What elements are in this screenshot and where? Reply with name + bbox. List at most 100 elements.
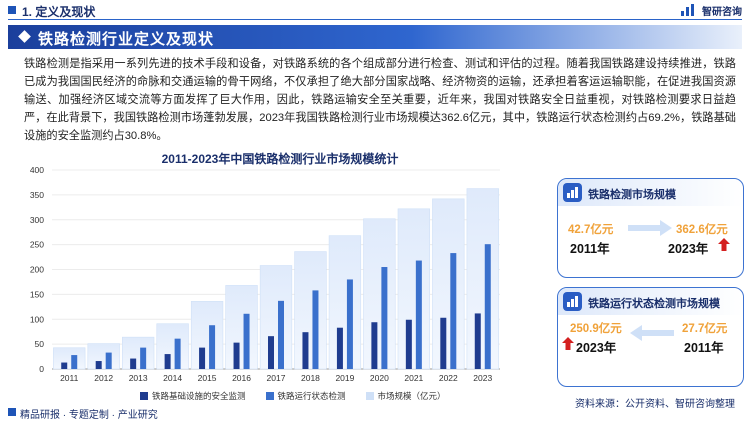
- start-year: 2011年: [570, 242, 610, 256]
- infrastructure-bar: [302, 332, 309, 369]
- infrastructure-bar: [440, 317, 447, 369]
- x-tick-label: 2022: [439, 373, 458, 383]
- card-header: 铁路检测市场规模: [558, 179, 743, 206]
- operation-bar: [278, 300, 284, 369]
- year-2023: 2023年: [576, 341, 617, 355]
- total-bar: [53, 347, 86, 370]
- operation-bar: [174, 338, 181, 369]
- infrastructure-bar: [233, 342, 240, 369]
- x-tick-label: 2017: [267, 373, 286, 383]
- operation-detection-card: 铁路运行状态检测市场规模 250.9亿元 2023年 27.7亿元 2011年: [557, 287, 744, 387]
- y-tick-label: 300: [30, 215, 44, 225]
- operation-bar: [209, 325, 216, 369]
- infrastructure-bar: [199, 347, 206, 369]
- start-value: 42.7亿元: [568, 224, 614, 236]
- y-tick-label: 200: [30, 265, 44, 275]
- y-tick-label: 350: [30, 190, 44, 200]
- total-bar: [363, 218, 396, 370]
- infrastructure-bar: [164, 354, 171, 369]
- infrastructure-bar: [95, 361, 102, 369]
- y-tick-label: 0: [39, 364, 44, 374]
- card-title: 铁路检测市场规模: [588, 189, 676, 201]
- legend-swatch: [140, 392, 148, 400]
- infrastructure-bar: [336, 327, 343, 369]
- footer-text: 精品研报 · 专题定制 · 产业研究: [20, 410, 158, 421]
- legend-swatch: [265, 392, 274, 400]
- intro-paragraph: 铁路检测是指采用一系列先进的技术手段和设备，对铁路系统的各个组成部分进行检查、测…: [24, 58, 736, 142]
- card-title: 铁路运行状态检测市场规模: [588, 298, 720, 310]
- page-title: 铁路检测行业定义及现状: [38, 31, 215, 48]
- market-size-card: 铁路检测市场规模 42.7亿元 2011年 362.6亿元 2023年: [557, 178, 744, 278]
- total-bar: [87, 343, 120, 370]
- arrow-left-icon: [630, 325, 674, 341]
- x-tick-label: 2011: [60, 373, 79, 383]
- legend-item: 铁路基础设施的安全监测: [140, 390, 246, 402]
- legend-item: 市场规模（亿元）: [365, 390, 446, 402]
- year-2011: 2011年: [684, 341, 724, 355]
- total-bar: [397, 208, 430, 370]
- header-divider: [8, 19, 742, 20]
- total-bar: [225, 285, 258, 370]
- infrastructure-bar: [268, 336, 274, 369]
- brand-logo: 智研咨询: [681, 2, 742, 18]
- y-tick-label: 50: [35, 339, 45, 349]
- legend-label: 铁路基础设施的安全监测: [152, 391, 246, 401]
- legend-label: 铁路运行状态检测: [277, 391, 346, 401]
- brand-logo-text: 智研咨询: [702, 6, 742, 18]
- total-bar: [328, 235, 362, 370]
- x-tick-label: 2020: [370, 373, 389, 383]
- end-value: 362.6亿元: [676, 224, 728, 236]
- y-tick-label: 150: [30, 289, 44, 299]
- legend-label: 市场规模（亿元）: [377, 391, 446, 401]
- value-2011: 27.7亿元: [682, 323, 728, 335]
- legend-item: 铁路运行状态检测: [265, 390, 346, 402]
- y-tick-label: 250: [30, 240, 44, 250]
- x-tick-label: 2014: [163, 373, 182, 383]
- title-banner: 铁路检测行业定义及现状: [8, 25, 742, 49]
- x-tick-label: 2013: [129, 373, 148, 383]
- infrastructure-bar: [371, 322, 378, 369]
- up-arrow-icon: [718, 238, 730, 251]
- arrow-right-icon: [628, 220, 672, 236]
- total-bar: [294, 251, 327, 370]
- total-bar: [466, 188, 499, 370]
- section-title: 1. 定义及现状: [22, 5, 96, 19]
- chart-legend: 铁路基础设施的安全监测 铁路运行状态检测 市场规模（亿元）: [140, 390, 446, 402]
- total-bar: [259, 265, 293, 370]
- y-tick-label: 100: [30, 314, 44, 324]
- operation-bar: [243, 313, 250, 369]
- total-bar: [156, 323, 189, 370]
- legend-swatch: [365, 392, 374, 400]
- value-2023: 250.9亿元: [570, 323, 622, 335]
- x-tick-label: 2012: [94, 373, 113, 383]
- top-bar: 1. 定义及现状 智研咨询: [0, 0, 750, 22]
- section-marker-icon: [8, 6, 16, 14]
- operation-bar: [450, 253, 457, 369]
- chart-title: 2011-2023年中国铁路检测行业市场规模统计: [161, 152, 399, 166]
- operation-bar: [71, 355, 78, 369]
- operation-bar: [312, 290, 319, 369]
- infrastructure-bar: [61, 362, 68, 369]
- x-tick-label: 2023: [473, 373, 492, 383]
- end-year: 2023年: [668, 242, 709, 256]
- operation-bar: [381, 267, 388, 369]
- footer-icon: [8, 408, 16, 416]
- total-bar: [432, 198, 465, 370]
- total-bar: [122, 336, 155, 370]
- x-tick-label: 2015: [198, 373, 217, 383]
- up-arrow-icon: [562, 337, 574, 350]
- data-source: 资料来源：公开资料、智研咨询整理: [575, 399, 735, 410]
- infrastructure-bar: [405, 319, 412, 369]
- chart-icon: [563, 183, 582, 202]
- infrastructure-bar: [130, 358, 137, 369]
- x-tick-label: 2018: [301, 373, 320, 383]
- operation-bar: [105, 352, 112, 369]
- x-tick-label: 2021: [404, 373, 423, 383]
- chart-icon: [563, 292, 582, 311]
- card-header: 铁路运行状态检测市场规模: [558, 288, 743, 315]
- operation-bar: [415, 260, 422, 369]
- total-bar: [190, 301, 224, 370]
- footer: 精品研报 · 专题定制 · 产业研究: [0, 403, 750, 421]
- x-tick-label: 2019: [335, 373, 354, 383]
